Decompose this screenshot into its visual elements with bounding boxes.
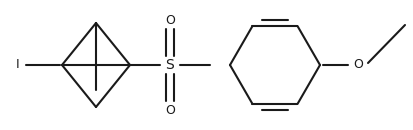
- Text: O: O: [165, 103, 175, 116]
- Text: O: O: [352, 58, 362, 72]
- Text: S: S: [165, 58, 174, 72]
- Text: O: O: [165, 14, 175, 27]
- Text: I: I: [16, 58, 20, 72]
